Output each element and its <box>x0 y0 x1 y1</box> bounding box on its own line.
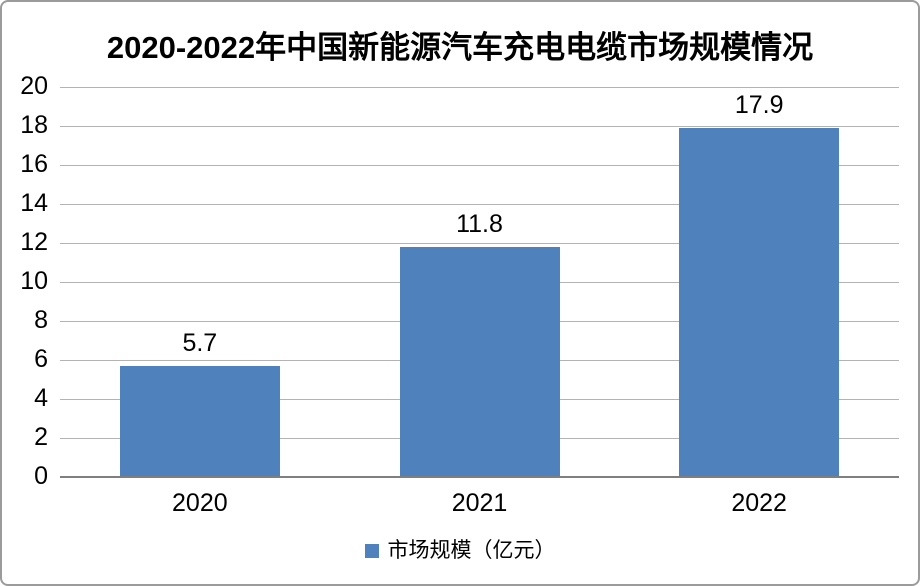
chart-legend: 市场规模（亿元） <box>2 538 918 564</box>
y-tick-label: 0 <box>34 462 48 490</box>
legend-marker-icon <box>364 544 379 558</box>
x-tick-label: 2020 <box>172 489 228 517</box>
x-tick-label: 2022 <box>731 489 787 517</box>
gridline <box>60 164 899 166</box>
y-tick-label: 18 <box>20 111 48 139</box>
y-tick-label: 8 <box>34 306 48 334</box>
gridline <box>60 203 899 205</box>
bar-2020 <box>119 365 280 477</box>
gridline <box>60 242 899 244</box>
y-tick-label: 14 <box>20 189 48 217</box>
y-tick-label: 20 <box>20 72 48 100</box>
y-tick-label: 4 <box>34 384 48 412</box>
y-tick-label: 10 <box>20 267 48 295</box>
y-tick-label: 2 <box>34 423 48 451</box>
y-tick-label: 6 <box>34 345 48 373</box>
legend-label: 市场规模（亿元） <box>387 539 556 562</box>
gridline <box>60 125 899 127</box>
y-tick-label: 16 <box>20 150 48 178</box>
data-label: 17.9 <box>734 90 784 119</box>
x-axis-line <box>60 476 899 478</box>
y-tick-label: 12 <box>20 228 48 256</box>
bar-2022 <box>679 127 840 477</box>
data-label: 5.7 <box>182 328 218 357</box>
data-label: 11.8 <box>456 209 503 238</box>
x-tick-label: 2021 <box>451 489 508 517</box>
gridline <box>60 86 899 88</box>
chart-title: 2020-2022年中国新能源汽车充电电缆市场规模情况 <box>106 30 814 65</box>
bar-2021 <box>399 246 560 477</box>
